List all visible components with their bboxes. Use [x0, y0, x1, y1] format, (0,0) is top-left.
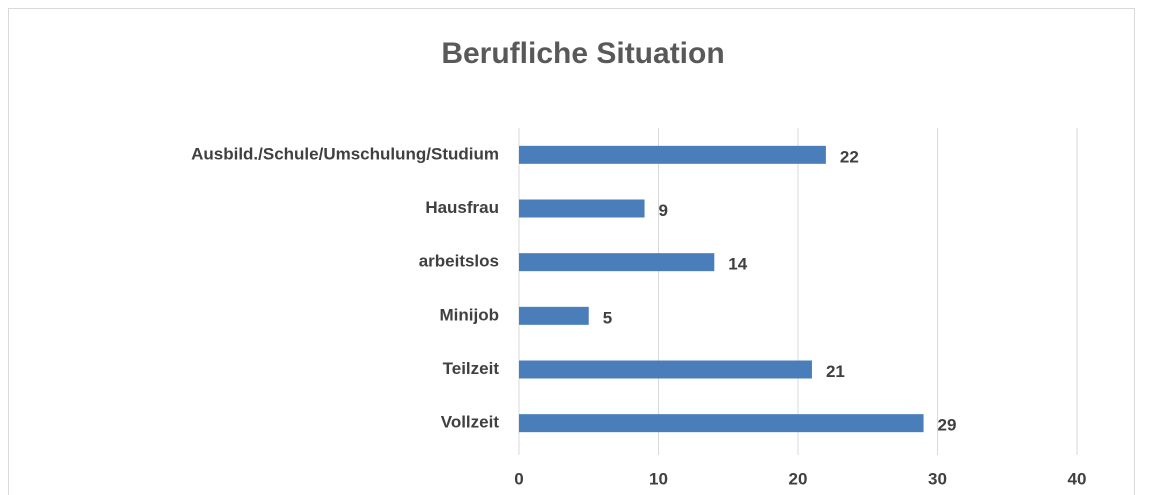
- chart-frame: [8, 8, 1135, 495]
- data-label: 22: [840, 147, 859, 166]
- x-tick-label: 20: [789, 469, 808, 488]
- x-tick-label: 0: [514, 469, 523, 488]
- bar: [519, 199, 645, 218]
- y-tick-label: Minijob: [440, 305, 499, 324]
- x-tick-label: 40: [1068, 469, 1087, 488]
- data-label: 29: [938, 416, 957, 435]
- bar: [519, 306, 589, 325]
- y-tick-label: arbeitslos: [419, 252, 499, 271]
- bar: [519, 253, 715, 272]
- bar: [519, 360, 812, 379]
- bar: [519, 414, 924, 433]
- y-tick-label: Ausbild./Schule/Umschulung/Studium: [191, 144, 499, 163]
- x-tick-label: 30: [928, 469, 947, 488]
- y-tick-label: Teilzeit: [443, 359, 500, 378]
- data-label: 14: [728, 255, 747, 274]
- data-label: 9: [659, 201, 668, 220]
- bar: [519, 145, 826, 164]
- y-tick-label: Vollzeit: [441, 413, 500, 432]
- y-tick-label: Hausfrau: [425, 198, 499, 217]
- x-tick-label: 10: [649, 469, 668, 488]
- data-label: 5: [603, 308, 612, 327]
- chart-title: Berufliche Situation: [441, 37, 724, 70]
- data-label: 21: [826, 362, 845, 381]
